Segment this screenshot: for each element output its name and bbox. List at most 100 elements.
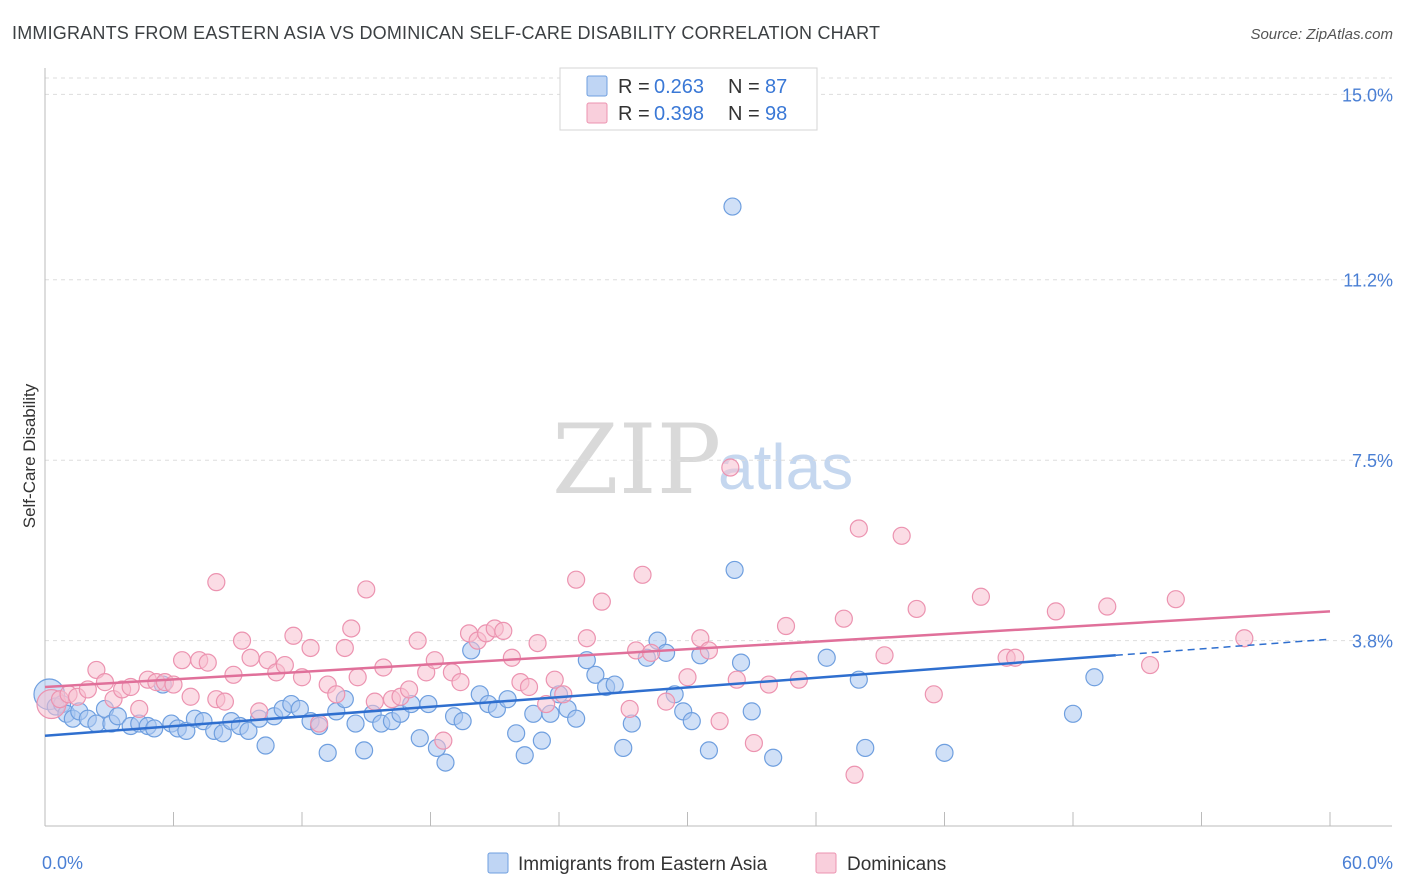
pink-point-73 [710, 712, 729, 731]
pink-point-72 [699, 641, 719, 660]
blue-point-45 [419, 694, 438, 714]
pink-point-87 [971, 587, 991, 606]
pink-point-43 [399, 680, 419, 699]
trend-line-blue-extension [1115, 638, 1331, 657]
blue-point-34 [318, 743, 337, 762]
blue-point-44 [410, 729, 429, 748]
pink-point-84 [892, 526, 911, 545]
pink-point-28 [275, 655, 294, 675]
x-tick-labels: 0.0% 60.0% [42, 853, 1393, 873]
blue-point-25 [239, 721, 258, 740]
legend: R = 0.263 N = 87 R = 0.398 N = 98 [559, 67, 818, 131]
pink-point-15 [172, 651, 192, 670]
blue-point-56 [515, 746, 534, 765]
blue-point-47 [436, 753, 455, 772]
pink-point-66 [626, 641, 646, 660]
pink-point-44 [408, 631, 427, 650]
pink-point-82 [849, 519, 868, 538]
pink-point-23 [232, 631, 252, 650]
pink-point-59 [537, 694, 556, 714]
pink-point-29 [284, 626, 303, 645]
pink-point-35 [335, 638, 354, 658]
pink-point-69 [656, 692, 676, 711]
legend-n-label-0: N = [728, 76, 760, 98]
trend-line-blue [44, 654, 1116, 738]
x-tick-label-0: 0.0% [42, 853, 83, 873]
x-tick-label-1: 60.0% [1342, 853, 1393, 873]
pink-point-49 [451, 673, 470, 692]
legend-r-value-0: 0.263 [654, 76, 704, 98]
pink-point-76 [744, 733, 763, 753]
blue-point-58 [532, 731, 551, 750]
blue-point-82 [817, 648, 836, 667]
pink-point-80 [834, 609, 853, 628]
pink-point-61 [554, 685, 573, 704]
bottom-legend: Immigrants from Eastern Asia Dominicans [487, 852, 946, 875]
watermark-atlas: atlas [718, 431, 853, 503]
grid-lines [45, 77, 1392, 642]
y-tick-labels: 3.8% 7.5% 11.2% 15.0% [1342, 85, 1393, 651]
blue-point-81 [764, 748, 783, 767]
trend-lines [44, 610, 1331, 738]
bottom-legend-swatch-blue [487, 852, 509, 874]
pink-point-67 [633, 565, 652, 584]
y-tick-label-2: 11.2% [1343, 271, 1393, 291]
pink-point-47 [434, 731, 453, 750]
blue-point-78 [725, 560, 744, 580]
chart-title: IMMIGRANTS FROM EASTERN ASIA VS DOMINICA… [12, 23, 880, 43]
pink-point-77 [759, 675, 778, 694]
pink-point-65 [620, 699, 639, 719]
pink-point-78 [776, 616, 796, 636]
blue-point-87 [1085, 668, 1104, 687]
pink-point-18 [198, 653, 217, 672]
blue-point-85 [935, 743, 954, 762]
pink-point-64 [592, 592, 611, 611]
blue-point-37 [346, 714, 365, 733]
chart-source: Source: ZipAtlas.com [1250, 26, 1393, 43]
blue-point-49 [453, 712, 472, 731]
blue-point-10 [108, 707, 127, 726]
blue-point-86 [1063, 704, 1083, 723]
pink-point-34 [327, 685, 346, 704]
pink-point-46 [425, 651, 444, 670]
y-tick-label-1: 7.5% [1352, 451, 1393, 471]
blue-point-66 [605, 675, 624, 694]
blue-point-54 [498, 690, 517, 709]
blue-point-84 [856, 738, 875, 758]
pink-point-37 [348, 668, 367, 687]
pink-point-57 [519, 677, 539, 697]
blue-point-38 [355, 741, 374, 760]
trend-line-pink [44, 610, 1331, 689]
pink-point-90 [1046, 602, 1065, 621]
pink-point-93 [1166, 590, 1185, 609]
pink-point-60 [545, 670, 564, 689]
pink-point-85 [907, 599, 926, 619]
legend-r-value-1: 0.398 [654, 103, 704, 125]
blue-point-77 [723, 197, 742, 216]
pink-point-62 [567, 570, 586, 589]
pink-point-38 [357, 580, 376, 599]
pink-point-74 [721, 458, 740, 477]
blue-point-67 [614, 738, 633, 758]
bottom-legend-label-0: Immigrants from Eastern Asia [518, 854, 768, 875]
pink-point-94 [1235, 629, 1254, 648]
pink-point-86 [924, 685, 943, 704]
pink-point-10 [130, 699, 149, 719]
legend-r-label-0: R = [618, 76, 650, 98]
y-axis-label: Self-Care Disability [20, 383, 39, 528]
blue-point-55 [507, 724, 526, 743]
blue-point-76 [699, 741, 719, 760]
pink-point-81 [845, 765, 864, 784]
y-tick-label-3: 15.0% [1342, 85, 1393, 105]
legend-n-value-0: 87 [765, 76, 787, 98]
legend-n-label-1: N = [728, 103, 760, 125]
pink-point-20 [207, 573, 226, 592]
legend-n-value-1: 98 [765, 103, 787, 125]
pink-point-55 [502, 648, 521, 667]
blue-point-80 [742, 702, 761, 721]
pink-point-91 [1098, 597, 1117, 616]
pink-point-70 [678, 668, 697, 687]
pink-point-39 [365, 692, 384, 711]
pink-point-31 [301, 638, 320, 658]
